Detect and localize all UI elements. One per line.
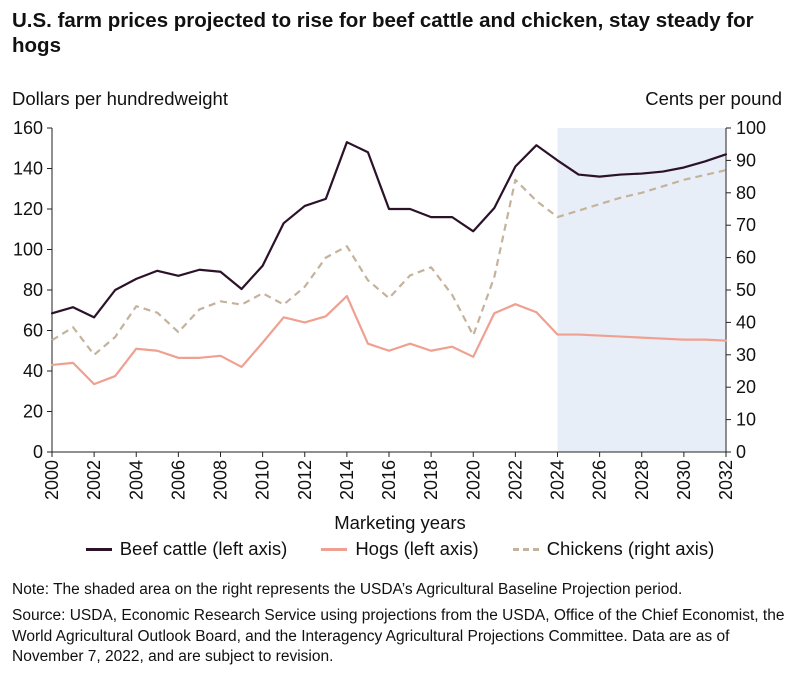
legend-swatch-beef xyxy=(85,547,112,551)
x-tick-label: 2028 xyxy=(632,460,652,500)
right-tick-label: 90 xyxy=(736,150,756,170)
x-tick-label: 2032 xyxy=(716,460,736,500)
legend-label-beef: Beef cattle (left axis) xyxy=(119,538,288,559)
x-tick-label: 2030 xyxy=(674,460,694,500)
chart-source: Source: USDA, Economic Research Service … xyxy=(12,607,785,665)
x-tick-label: 2008 xyxy=(211,460,231,500)
left-tick-label: 80 xyxy=(23,280,43,300)
right-tick-label: 70 xyxy=(736,215,756,235)
left-tick-label: 140 xyxy=(13,159,43,179)
right-tick-label: 30 xyxy=(736,345,756,365)
right-tick-label: 50 xyxy=(736,280,756,300)
right-tick-label: 40 xyxy=(736,312,756,332)
legend-item-beef: Beef cattle (left axis) xyxy=(85,538,288,560)
right-axis-title: Cents per pound xyxy=(645,88,782,109)
chart-title: U.S. farm prices projected to rise for b… xyxy=(12,9,754,57)
x-tick-label: 2022 xyxy=(505,460,525,500)
x-axis-title: Marketing years xyxy=(334,512,466,533)
x-tick-label: 2010 xyxy=(253,460,273,500)
left-tick-label: 20 xyxy=(23,402,43,422)
x-tick-label: 2018 xyxy=(421,460,441,500)
x-tick-label: 2006 xyxy=(168,460,188,500)
left-tick-label: 160 xyxy=(13,118,43,138)
legend-swatch-chickens xyxy=(512,547,539,551)
left-tick-label: 100 xyxy=(13,240,43,260)
legend-item-chickens: Chickens (right axis) xyxy=(512,538,715,560)
legend-label-hogs: Hogs (left axis) xyxy=(355,538,479,559)
x-tick-label: 2020 xyxy=(463,460,483,500)
x-tick-label: 2014 xyxy=(337,460,357,500)
left-tick-label: 40 xyxy=(23,361,43,381)
left-axis-title: Dollars per hundredweight xyxy=(12,88,228,109)
projection-shade xyxy=(557,128,726,452)
right-tick-label: 100 xyxy=(736,118,766,138)
hogs-line xyxy=(50,294,728,386)
x-tick-label: 2002 xyxy=(84,460,104,500)
x-tick-label: 2004 xyxy=(126,460,146,500)
right-tick-label: 10 xyxy=(736,410,756,430)
legend: Beef cattle (left axis) Hogs (left axis)… xyxy=(0,538,800,560)
right-tick-label: 20 xyxy=(736,377,756,397)
beef-cattle-line xyxy=(50,141,728,319)
legend-label-chickens: Chickens (right axis) xyxy=(546,538,715,559)
left-tick-label: 60 xyxy=(23,321,43,341)
x-tick-label: 2012 xyxy=(295,460,315,500)
x-tick-label: 2000 xyxy=(42,460,62,500)
x-tick-label: 2016 xyxy=(379,460,399,500)
left-tick-label: 0 xyxy=(33,442,43,462)
chart-plot: 0204060801001201401600102030405060708090… xyxy=(13,118,766,500)
right-tick-label: 0 xyxy=(736,442,746,462)
legend-swatch-hogs xyxy=(321,547,348,551)
legend-item-hogs: Hogs (left axis) xyxy=(321,538,479,560)
chart-note: Note: The shaded area on the right repre… xyxy=(12,581,683,598)
x-tick-label: 2026 xyxy=(590,460,610,500)
x-tick-label: 2024 xyxy=(548,460,568,500)
right-tick-label: 80 xyxy=(736,183,756,203)
left-tick-label: 120 xyxy=(13,199,43,219)
right-tick-label: 60 xyxy=(736,248,756,268)
